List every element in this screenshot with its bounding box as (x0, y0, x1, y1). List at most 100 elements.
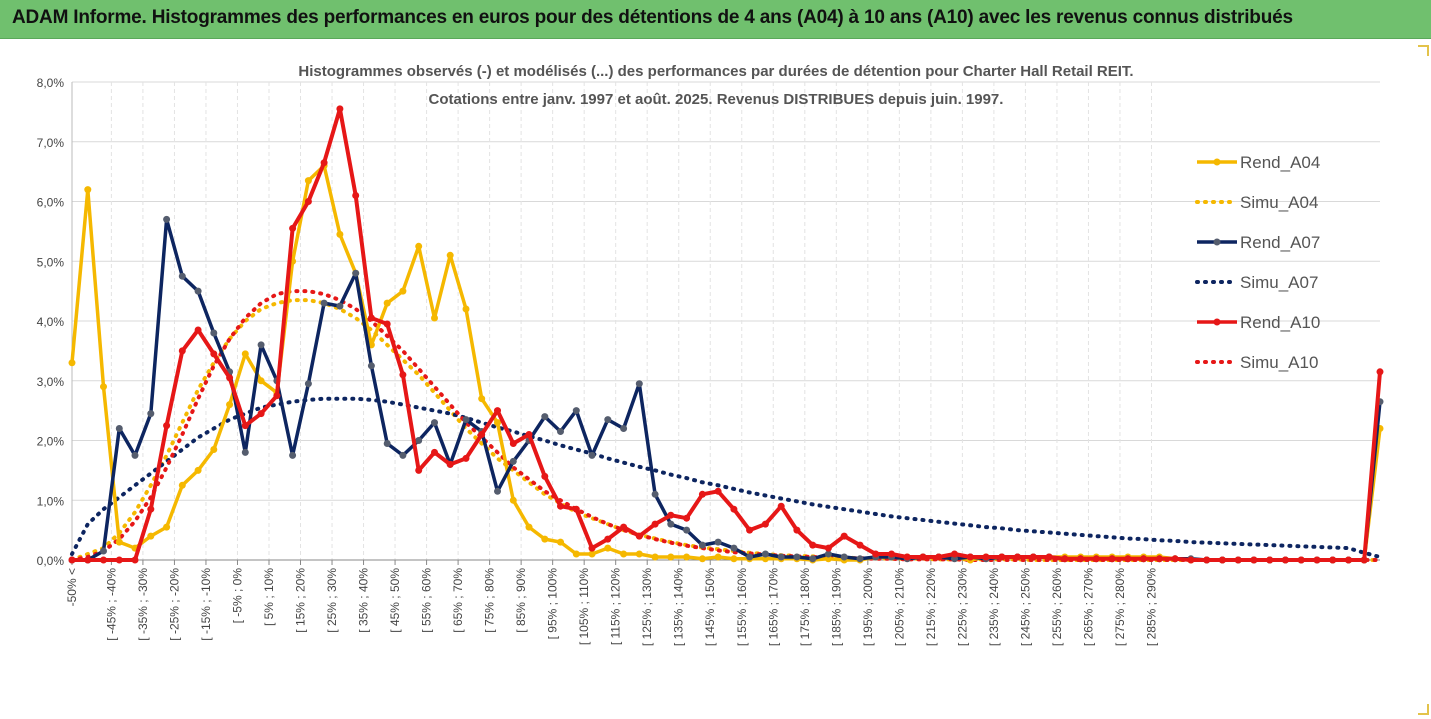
data-point-rend-a07 (241, 448, 249, 456)
report-title: ADAM Informe. Histogrammes des performan… (12, 7, 1293, 28)
data-point-rend-a10 (935, 553, 943, 561)
data-point-rend-a04 (415, 242, 423, 250)
data-point-rend-a07 (557, 428, 564, 435)
data-point-rend-a10 (383, 320, 391, 328)
data-point-rend-a10 (415, 466, 423, 474)
data-point-rend-a07 (683, 526, 691, 534)
legend-label-rend-a04: Rend_A04 (1240, 153, 1320, 172)
data-point-rend-a10 (1108, 555, 1116, 563)
data-point-rend-a10 (115, 556, 123, 564)
data-point-rend-a07 (951, 555, 958, 563)
data-point-rend-a04 (68, 359, 76, 367)
series-line-simu-a04 (70, 298, 1382, 562)
data-point-rend-a10 (824, 544, 832, 552)
data-point-rend-a10 (888, 550, 895, 558)
data-point-rend-a04 (824, 555, 832, 563)
data-point-rend-a07 (730, 544, 738, 552)
data-point-rend-a10 (304, 198, 312, 205)
x-tick-label: [ 5% ; 10% (262, 568, 276, 626)
y-tick-label: 0,0% (37, 554, 65, 568)
data-point-rend-a10 (84, 556, 92, 564)
data-point-rend-a10 (698, 490, 706, 498)
x-tick-label: [ 205% ; 210% (892, 568, 906, 646)
data-point-rend-a10 (462, 454, 470, 462)
data-point-rend-a10 (431, 448, 438, 456)
frame-corner-top-right (1418, 45, 1429, 56)
x-tick-label: [ 185% ; 190% (829, 568, 843, 646)
chart-legend: Rend_A04 Simu_A04 Rend_A07 Simu_A07 Rend_A10… (1195, 153, 1320, 372)
data-point-rend-a04 (147, 532, 155, 540)
x-tick-label: [ -15% ; -10% (199, 568, 213, 641)
data-point-rend-a10 (1218, 556, 1226, 564)
data-point-rend-a10 (1313, 556, 1321, 564)
legend-label-rend-a07: Rend_A07 (1240, 233, 1320, 252)
data-point-rend-a10 (241, 422, 249, 430)
x-tick-label: [ 115% ; 120% (609, 568, 623, 645)
data-point-rend-a10 (872, 550, 880, 558)
data-point-rend-a10 (147, 505, 155, 513)
data-point-rend-a10 (604, 535, 612, 543)
data-point-rend-a07 (777, 553, 785, 561)
data-point-rend-a10 (856, 541, 864, 549)
x-tick-label: [ 55% ; 60% (420, 568, 434, 633)
chart-title: Histogrammes observés (-) et modélisés (… (298, 63, 1133, 80)
y-tick-label: 6,0% (37, 196, 65, 210)
y-tick-label: 5,0% (37, 255, 65, 269)
data-point-rend-a04 (178, 481, 186, 489)
x-tick-label: [ 65% ; 70% (451, 568, 465, 633)
data-point-rend-a10 (903, 553, 911, 561)
x-tick-label: [ 125% ; 130% (640, 568, 654, 646)
data-point-rend-a07 (761, 550, 769, 558)
data-point-rend-a07 (856, 555, 864, 563)
data-point-rend-a10 (793, 526, 801, 534)
data-point-rend-a07 (399, 451, 407, 459)
y-tick-label: 8,0% (37, 76, 65, 90)
data-point-rend-a10 (226, 374, 234, 382)
data-point-rend-a04 (698, 555, 706, 563)
data-point-rend-a04 (635, 550, 643, 558)
data-point-rend-a10 (1014, 553, 1021, 561)
data-point-rend-a10 (588, 544, 596, 552)
x-tick-label: [ -45% ; -40% (104, 568, 118, 641)
data-point-rend-a10 (651, 520, 659, 528)
data-point-rend-a07 (131, 451, 139, 459)
data-point-rend-a07 (462, 416, 470, 424)
data-point-rend-a10 (1092, 555, 1100, 563)
x-tick-label: [ 255% ; 260% (1050, 568, 1064, 646)
data-point-rend-a07 (100, 547, 107, 555)
data-point-rend-a04 (399, 287, 407, 295)
data-point-rend-a10 (840, 532, 848, 540)
legend-marker-rend-a10 (1213, 318, 1221, 326)
data-point-rend-a10 (509, 440, 517, 447)
data-point-rend-a10 (289, 224, 297, 232)
data-point-rend-a04 (383, 299, 391, 307)
data-point-rend-a10 (194, 326, 202, 334)
data-point-rend-a04 (431, 314, 438, 322)
x-tick-label: [ -35% ; -30% (136, 568, 150, 641)
x-tick-label: [ 35% ; 40% (357, 568, 371, 633)
x-tick-label: [ 25% ; 30% (325, 568, 339, 633)
data-point-rend-a04 (163, 523, 171, 531)
x-tick-label: [ -5% ; 0% (230, 568, 244, 624)
data-point-rend-a10 (777, 502, 785, 510)
data-point-rend-a10 (1187, 556, 1195, 564)
data-point-rend-a07 (415, 437, 423, 444)
legend-label-simu-a10: Simu_A10 (1240, 353, 1318, 372)
data-point-rend-a07 (431, 419, 438, 427)
data-point-rend-a10 (746, 526, 754, 534)
chart-subtitle: Cotations entre janv. 1997 et août. 2025… (429, 91, 1004, 108)
x-tick-label: [ 225% ; 230% (955, 568, 969, 646)
data-point-rend-a10 (1045, 553, 1053, 561)
data-point-rend-a04 (210, 446, 218, 453)
data-point-rend-a07 (620, 425, 628, 432)
x-tick-label: [ 145% ; 150% (703, 568, 717, 646)
y-tick-label: 3,0% (37, 375, 65, 389)
data-point-rend-a10 (1250, 556, 1258, 564)
data-point-rend-a10 (714, 487, 722, 495)
data-point-rend-a04 (509, 496, 517, 504)
data-point-rend-a04 (541, 535, 549, 543)
data-point-rend-a04 (226, 401, 234, 409)
data-point-rend-a10 (1171, 555, 1179, 563)
data-point-rend-a10 (809, 541, 817, 549)
frame-corner-bottom-right (1418, 704, 1429, 715)
